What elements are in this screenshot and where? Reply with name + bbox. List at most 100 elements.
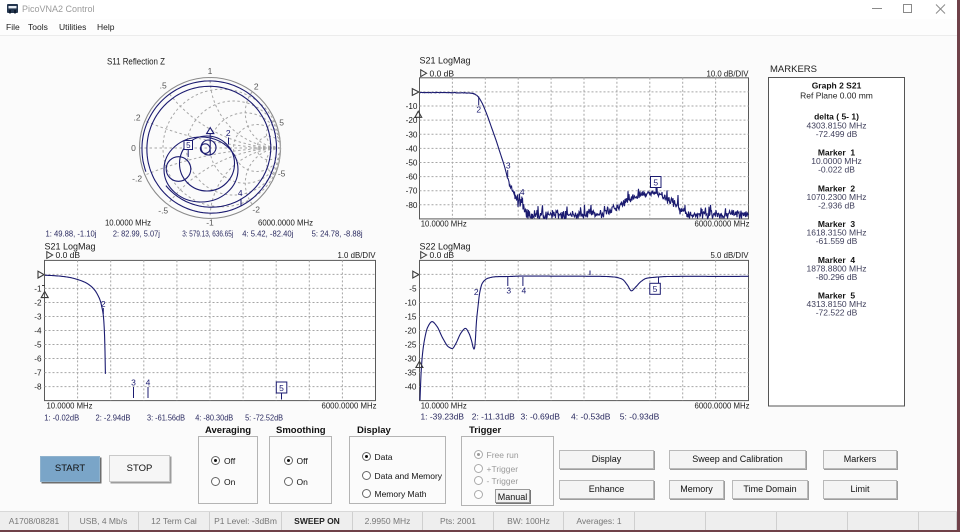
svg-text:4303.8150 MHz: 4303.8150 MHz [806,120,866,130]
svg-text:10.0000 MHz: 10.0000 MHz [105,219,151,228]
svg-text:-20: -20 [406,116,418,125]
svg-text:-5: -5 [409,285,417,294]
svg-text:S21 LogMag: S21 LogMag [45,242,96,252]
svg-text:4: 5.42, -82.40j: 4: 5.42, -82.40j [242,229,293,238]
svg-text:6000.0000 MHz: 6000.0000 MHz [322,402,377,411]
svg-text:2: -11.31dB: 2: -11.31dB [472,412,515,421]
svg-text:-4: -4 [34,327,42,336]
svg-text:-5: -5 [34,341,42,350]
svg-text:0.0 dB: 0.0 dB [56,250,81,260]
svg-text:Ref Plane 0.00 mm: Ref Plane 0.00 mm [800,91,873,101]
svg-text:6000.0000 MHz: 6000.0000 MHz [695,402,750,411]
svg-text:2: 2 [226,128,231,138]
svg-text:1.0 dB/DIV: 1.0 dB/DIV [338,250,376,260]
svg-text:-.5: -.5 [158,205,168,215]
svg-text:-20: -20 [405,327,417,336]
svg-text:-7: -7 [34,369,42,378]
svg-text:2: 2 [254,81,259,91]
svg-text:-6: -6 [34,355,42,364]
svg-text:5: 24.78, -8.88j: 5: 24.78, -8.88j [312,229,363,238]
svg-text:-35: -35 [405,369,417,378]
svg-text:Marker 4: Marker 4 [818,255,856,265]
svg-text:-61.559 dB: -61.559 dB [816,236,858,246]
svg-text:S21 LogMag: S21 LogMag [420,56,471,66]
svg-text:1618.3150 MHz: 1618.3150 MHz [806,228,866,238]
svg-text:10.0000 MHz: 10.0000 MHz [421,402,467,411]
svg-text:-1: -1 [34,285,42,294]
svg-text:-50: -50 [406,159,418,168]
svg-text:-40: -40 [405,383,417,392]
svg-text:-3: -3 [34,313,42,322]
svg-text:-30: -30 [405,355,417,364]
svg-text:10.0000 MHz: 10.0000 MHz [421,220,467,229]
svg-text:0: 0 [131,143,136,153]
svg-text:-.2: -.2 [132,173,142,183]
svg-text:2: 2 [476,105,481,115]
svg-text:1070.2300 MHz: 1070.2300 MHz [806,192,866,202]
svg-text:4: -0.53dB: 4: -0.53dB [571,412,611,421]
svg-text:-2: -2 [34,299,42,308]
svg-text:-15: -15 [405,313,417,322]
svg-text:2: 82.99, 5.07j: 2: 82.99, 5.07j [113,229,160,238]
svg-text:4: 4 [146,378,151,388]
svg-text:Marker 2: Marker 2 [818,183,856,193]
svg-text:3: 3 [506,286,511,296]
svg-text:delta ( 5- 1): delta ( 5- 1) [814,112,859,122]
svg-text:3: 3 [131,378,136,388]
svg-text:3: -0.69dB: 3: -0.69dB [521,412,561,421]
svg-text:3: 579.13, 636.65j: 3: 579.13, 636.65j [182,229,233,238]
svg-text:-2: -2 [252,205,260,215]
svg-text:-10: -10 [406,102,418,111]
svg-text:10.0000 MHz: 10.0000 MHz [811,156,862,166]
svg-text:1: 49.88, -1.10j: 1: 49.88, -1.10j [46,229,97,238]
svg-text:3: -61.56dB: 3: -61.56dB [147,413,185,422]
svg-text:4: 4 [238,188,243,198]
svg-text:5.0 dB/DIV: 5.0 dB/DIV [711,250,749,260]
svg-text:4: 4 [522,286,527,296]
svg-text:5: 5 [653,177,658,187]
svg-text:2: 2 [474,287,479,297]
svg-text:-60: -60 [406,173,418,182]
svg-text:0.0 dB: 0.0 dB [430,68,455,78]
svg-text:Marker 3: Marker 3 [818,219,856,229]
svg-text:1: -0.02dB: 1: -0.02dB [44,413,79,422]
svg-text:2: 2 [101,299,106,309]
svg-text:Marker 5: Marker 5 [818,291,856,301]
svg-text:6000.0000 MHz: 6000.0000 MHz [258,219,313,228]
svg-text:-30: -30 [406,130,418,139]
svg-text:10.0000 MHz: 10.0000 MHz [47,402,93,411]
svg-text:-80: -80 [406,201,418,210]
svg-text:-0.022 dB: -0.022 dB [818,165,855,175]
svg-text:S11 Reflection Z: S11 Reflection Z [107,57,165,67]
svg-text:-2.936 dB: -2.936 dB [818,200,855,210]
svg-text:6000.0000 MHz: 6000.0000 MHz [695,220,750,229]
svg-text:-72.499 dB: -72.499 dB [816,129,858,139]
svg-text:-10: -10 [405,299,417,308]
svg-text:-40: -40 [406,144,418,153]
svg-text:5: -0.93dB: 5: -0.93dB [620,412,660,421]
svg-text:2: -2.94dB: 2: -2.94dB [96,413,131,422]
svg-text:Marker 1: Marker 1 [818,148,856,158]
svg-text:3: 3 [506,161,511,171]
svg-text:-72.522 dB: -72.522 dB [816,308,858,318]
svg-text:MARKERS: MARKERS [770,64,817,75]
svg-text:-1: -1 [206,218,214,228]
svg-text:5: 5 [279,118,284,128]
svg-text:1878.8800 MHz: 1878.8800 MHz [806,263,866,273]
svg-text:1: -39.23dB: 1: -39.23dB [421,412,465,421]
svg-text:1: 1 [208,66,213,76]
svg-text:5: 5 [279,383,284,393]
svg-text:-80.296 dB: -80.296 dB [816,272,858,282]
svg-text:4313.8150 MHz: 4313.8150 MHz [806,299,866,309]
svg-text:4: -80.30dB: 4: -80.30dB [195,413,233,422]
svg-text:5: 5 [653,284,658,294]
svg-text:10.0 dB/DIV: 10.0 dB/DIV [707,68,749,78]
svg-text:-70: -70 [406,187,418,196]
svg-text:.2: .2 [134,113,141,123]
svg-text:-8: -8 [34,383,42,392]
svg-text:.5: .5 [160,81,167,91]
svg-text:-5: -5 [278,168,286,178]
svg-text:S22 LogMag: S22 LogMag [420,242,471,252]
svg-text:Graph 2 S21: Graph 2 S21 [812,81,862,91]
svg-text:5: -72.52dB: 5: -72.52dB [245,413,283,422]
